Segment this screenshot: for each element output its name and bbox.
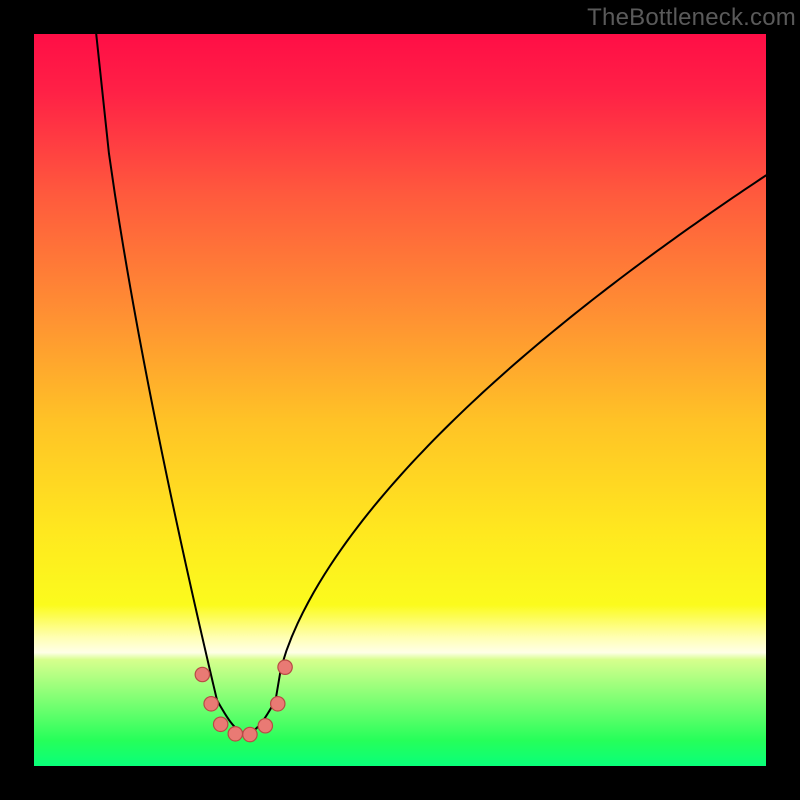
data-marker (258, 719, 272, 733)
data-marker (271, 697, 285, 711)
data-marker (195, 667, 209, 681)
data-marker (228, 727, 242, 741)
plot-area (34, 34, 766, 766)
data-marker (204, 697, 218, 711)
data-marker (278, 660, 292, 674)
data-marker (213, 717, 227, 731)
gradient-background (34, 34, 766, 766)
data-marker (243, 727, 257, 741)
chart-root: TheBottleneck.com (0, 0, 800, 800)
watermark-text: TheBottleneck.com (587, 4, 796, 32)
